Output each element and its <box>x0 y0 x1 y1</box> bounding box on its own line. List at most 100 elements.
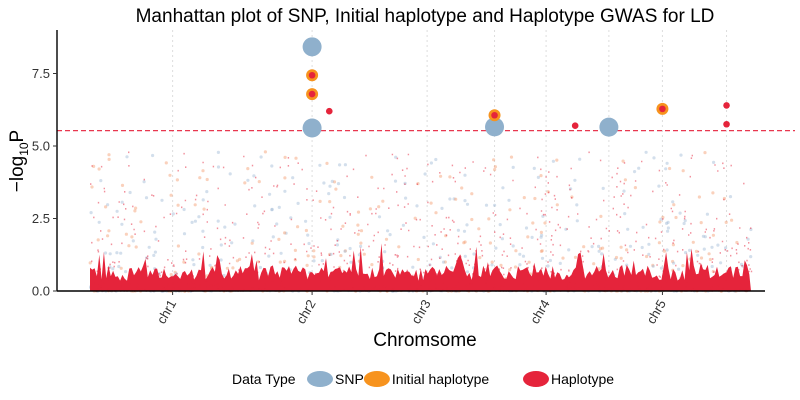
background-point <box>465 202 470 206</box>
background-point <box>633 186 638 190</box>
background-point <box>600 252 604 256</box>
background-point <box>393 179 398 183</box>
background-point <box>703 151 707 155</box>
background-point <box>671 259 675 264</box>
background-point <box>543 221 547 225</box>
background-point <box>460 186 464 190</box>
background-point <box>223 225 227 229</box>
background-point <box>699 221 703 225</box>
background-point <box>462 241 466 245</box>
background-point <box>684 251 688 255</box>
point-haplotype-4 <box>571 122 579 129</box>
background-point <box>279 251 283 255</box>
background-point <box>644 150 648 154</box>
background-point <box>540 249 544 253</box>
background-point <box>219 243 223 247</box>
background-point <box>539 230 544 234</box>
background-point <box>625 248 629 252</box>
background-point <box>647 242 651 246</box>
background-point <box>334 187 338 191</box>
background-point <box>710 264 714 269</box>
background-point <box>599 247 603 251</box>
series-initial-haplotype <box>306 69 669 122</box>
background-point <box>416 257 420 262</box>
background-point <box>454 197 458 201</box>
background-point <box>115 251 119 255</box>
background-point <box>429 161 433 165</box>
background-point <box>539 174 543 178</box>
background-point <box>343 163 347 167</box>
point-haplotype-6 <box>723 102 730 109</box>
background-point <box>312 249 316 253</box>
background-point <box>703 235 707 239</box>
background-point <box>601 246 605 250</box>
background-point <box>322 181 326 185</box>
background-point <box>119 266 123 270</box>
background-point <box>708 257 713 262</box>
background-point <box>652 156 656 160</box>
background-point <box>470 217 474 222</box>
background-point <box>120 222 124 226</box>
background-point <box>318 163 322 167</box>
background-point <box>532 166 536 170</box>
background-point <box>131 239 135 243</box>
background-point <box>499 263 503 267</box>
background-point <box>130 235 134 239</box>
background-point <box>230 241 234 245</box>
background-point <box>338 163 342 167</box>
background-point <box>359 244 363 248</box>
background-point <box>243 181 247 185</box>
background-point <box>501 186 505 190</box>
background-point <box>307 241 311 246</box>
background-point <box>115 209 119 213</box>
background-point <box>492 158 496 162</box>
background-point <box>134 206 138 210</box>
background-point <box>222 273 226 278</box>
background-point <box>498 223 502 227</box>
background-point <box>107 153 111 157</box>
background-point <box>120 183 125 187</box>
background-point <box>216 150 220 154</box>
background-point <box>472 252 476 256</box>
background-point <box>154 237 158 241</box>
background-point <box>490 260 494 264</box>
background-point <box>671 243 676 247</box>
background-point <box>97 167 101 171</box>
background-point <box>306 254 310 258</box>
background-point <box>289 216 293 220</box>
background-point <box>749 255 753 259</box>
background-point <box>701 234 706 238</box>
background-point <box>555 203 559 207</box>
background-point <box>677 267 681 271</box>
background-point <box>622 189 626 193</box>
background-point <box>666 226 671 230</box>
background-point <box>176 203 180 207</box>
background-point <box>719 261 723 265</box>
background-point <box>463 254 467 258</box>
background-point <box>348 246 352 251</box>
background-point <box>614 255 619 260</box>
background-point <box>332 180 337 184</box>
background-point <box>205 190 209 194</box>
background-point <box>694 249 699 253</box>
background-point <box>601 186 605 190</box>
background-point <box>252 174 256 178</box>
background-point <box>456 228 460 232</box>
background-point <box>712 160 716 164</box>
background-point <box>626 227 630 231</box>
background-point <box>431 242 435 246</box>
point-snp-0 <box>302 37 322 57</box>
legend-key-initial-haplotype: Initial haplotype <box>363 371 489 387</box>
background-point <box>647 252 651 256</box>
background-point <box>176 244 180 248</box>
background-point <box>89 211 93 215</box>
background-point <box>328 215 332 219</box>
background-point <box>253 204 257 208</box>
background-point <box>117 264 121 269</box>
background-point <box>251 239 255 243</box>
background-point <box>328 184 332 188</box>
series-haplotype <box>308 71 730 129</box>
background-point <box>182 260 186 264</box>
background-point <box>201 169 205 173</box>
